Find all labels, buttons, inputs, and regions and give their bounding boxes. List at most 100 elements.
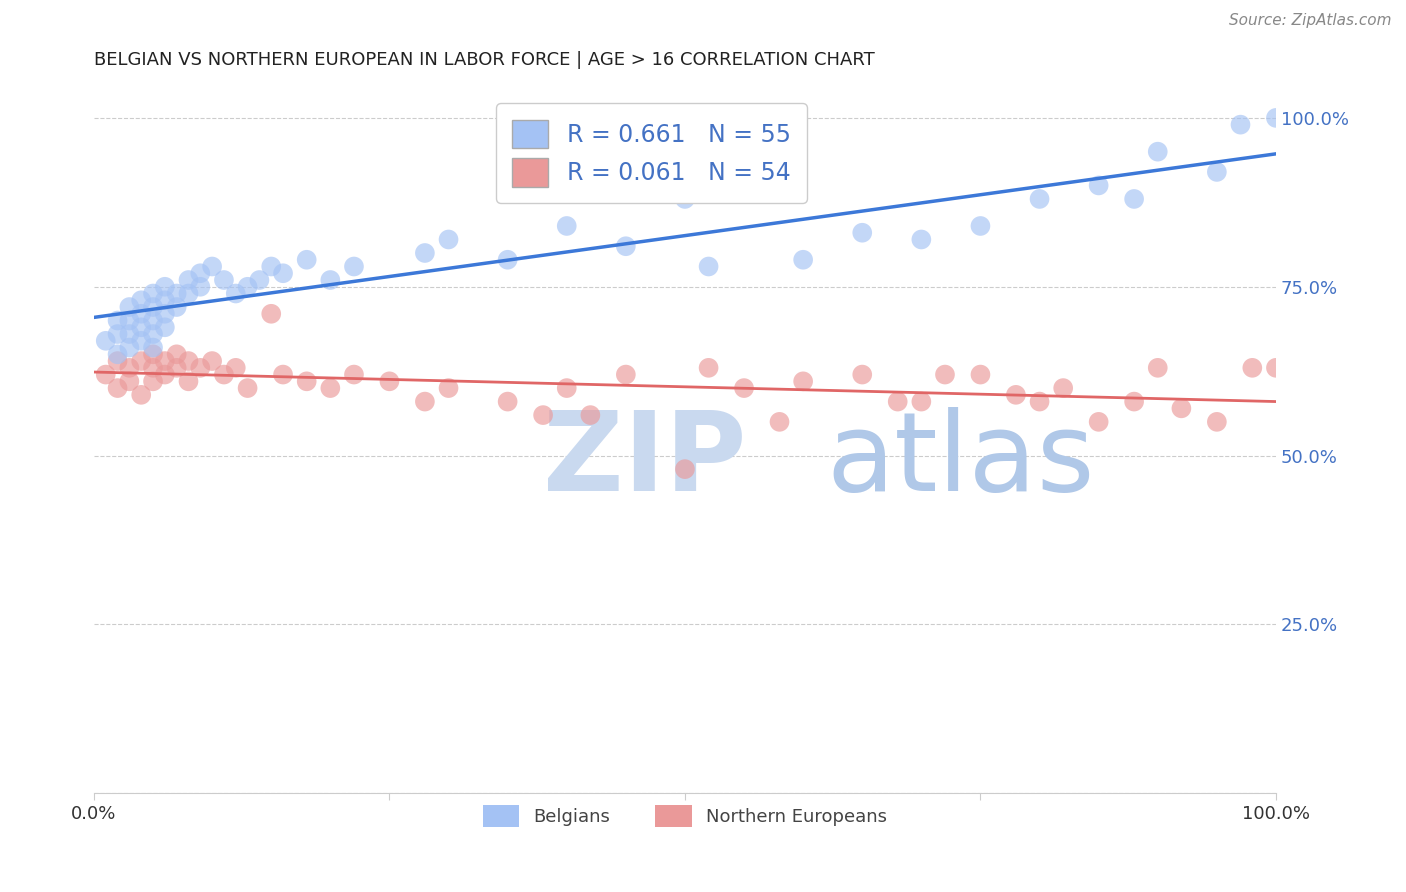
Point	[129, 307, 152, 321]
Point	[260, 307, 283, 321]
Point	[496, 394, 519, 409]
Point	[153, 307, 176, 321]
Point	[177, 354, 200, 368]
Point	[1265, 360, 1288, 375]
Point	[177, 374, 200, 388]
Point	[1241, 360, 1264, 375]
Point	[142, 300, 165, 314]
Point	[792, 374, 814, 388]
Point	[1205, 415, 1227, 429]
Point	[212, 368, 235, 382]
Point	[969, 368, 991, 382]
Text: BELGIAN VS NORTHERN EUROPEAN IN LABOR FORCE | AGE > 16 CORRELATION CHART: BELGIAN VS NORTHERN EUROPEAN IN LABOR FO…	[94, 51, 875, 69]
Point	[107, 326, 129, 341]
Point	[118, 300, 141, 314]
Point	[697, 360, 720, 375]
Point	[295, 252, 318, 267]
Point	[437, 232, 460, 246]
Point	[413, 394, 436, 409]
Point	[437, 381, 460, 395]
Point	[142, 286, 165, 301]
Point	[851, 226, 873, 240]
Point	[555, 219, 578, 233]
Point	[1123, 192, 1146, 206]
Point	[129, 354, 152, 368]
Point	[166, 360, 188, 375]
Point	[188, 279, 211, 293]
Point	[166, 300, 188, 314]
Point	[319, 381, 342, 395]
Point	[107, 354, 129, 368]
Point	[1170, 401, 1192, 416]
Point	[201, 354, 224, 368]
Point	[343, 368, 366, 382]
Point	[225, 286, 247, 301]
Text: Source: ZipAtlas.com: Source: ZipAtlas.com	[1229, 13, 1392, 29]
Point	[673, 192, 696, 206]
Point	[1052, 381, 1074, 395]
Point	[555, 381, 578, 395]
Point	[295, 374, 318, 388]
Point	[1087, 415, 1109, 429]
Point	[201, 260, 224, 274]
Point	[886, 394, 908, 409]
Point	[188, 360, 211, 375]
Point	[413, 246, 436, 260]
Point	[768, 415, 790, 429]
Point	[910, 394, 932, 409]
Point	[271, 368, 294, 382]
Point	[118, 313, 141, 327]
Point	[94, 368, 117, 382]
Point	[1005, 388, 1028, 402]
Point	[142, 341, 165, 355]
Point	[142, 374, 165, 388]
Point	[107, 381, 129, 395]
Point	[1123, 394, 1146, 409]
Point	[579, 408, 602, 422]
Point	[153, 354, 176, 368]
Point	[271, 266, 294, 280]
Point	[236, 381, 259, 395]
Point	[614, 368, 637, 382]
Point	[1028, 394, 1050, 409]
Point	[129, 293, 152, 308]
Point	[1205, 165, 1227, 179]
Point	[107, 347, 129, 361]
Point	[188, 266, 211, 280]
Point	[153, 293, 176, 308]
Point	[249, 273, 271, 287]
Point	[142, 347, 165, 361]
Point	[733, 381, 755, 395]
Point	[1265, 111, 1288, 125]
Point	[142, 360, 165, 375]
Point	[118, 374, 141, 388]
Point	[1229, 118, 1251, 132]
Point	[177, 273, 200, 287]
Point	[792, 252, 814, 267]
Point	[496, 252, 519, 267]
Point	[129, 388, 152, 402]
Point	[851, 368, 873, 382]
Point	[153, 320, 176, 334]
Point	[225, 360, 247, 375]
Legend: Belgians, Northern Europeans: Belgians, Northern Europeans	[475, 797, 894, 834]
Point	[153, 368, 176, 382]
Point	[378, 374, 401, 388]
Point	[969, 219, 991, 233]
Point	[1087, 178, 1109, 193]
Point	[910, 232, 932, 246]
Point	[142, 313, 165, 327]
Point	[934, 368, 956, 382]
Point	[94, 334, 117, 348]
Point	[1028, 192, 1050, 206]
Point	[153, 279, 176, 293]
Point	[118, 360, 141, 375]
Point	[260, 260, 283, 274]
Point	[129, 334, 152, 348]
Point	[129, 320, 152, 334]
Point	[673, 462, 696, 476]
Point	[166, 286, 188, 301]
Point	[1146, 360, 1168, 375]
Point	[212, 273, 235, 287]
Point	[614, 239, 637, 253]
